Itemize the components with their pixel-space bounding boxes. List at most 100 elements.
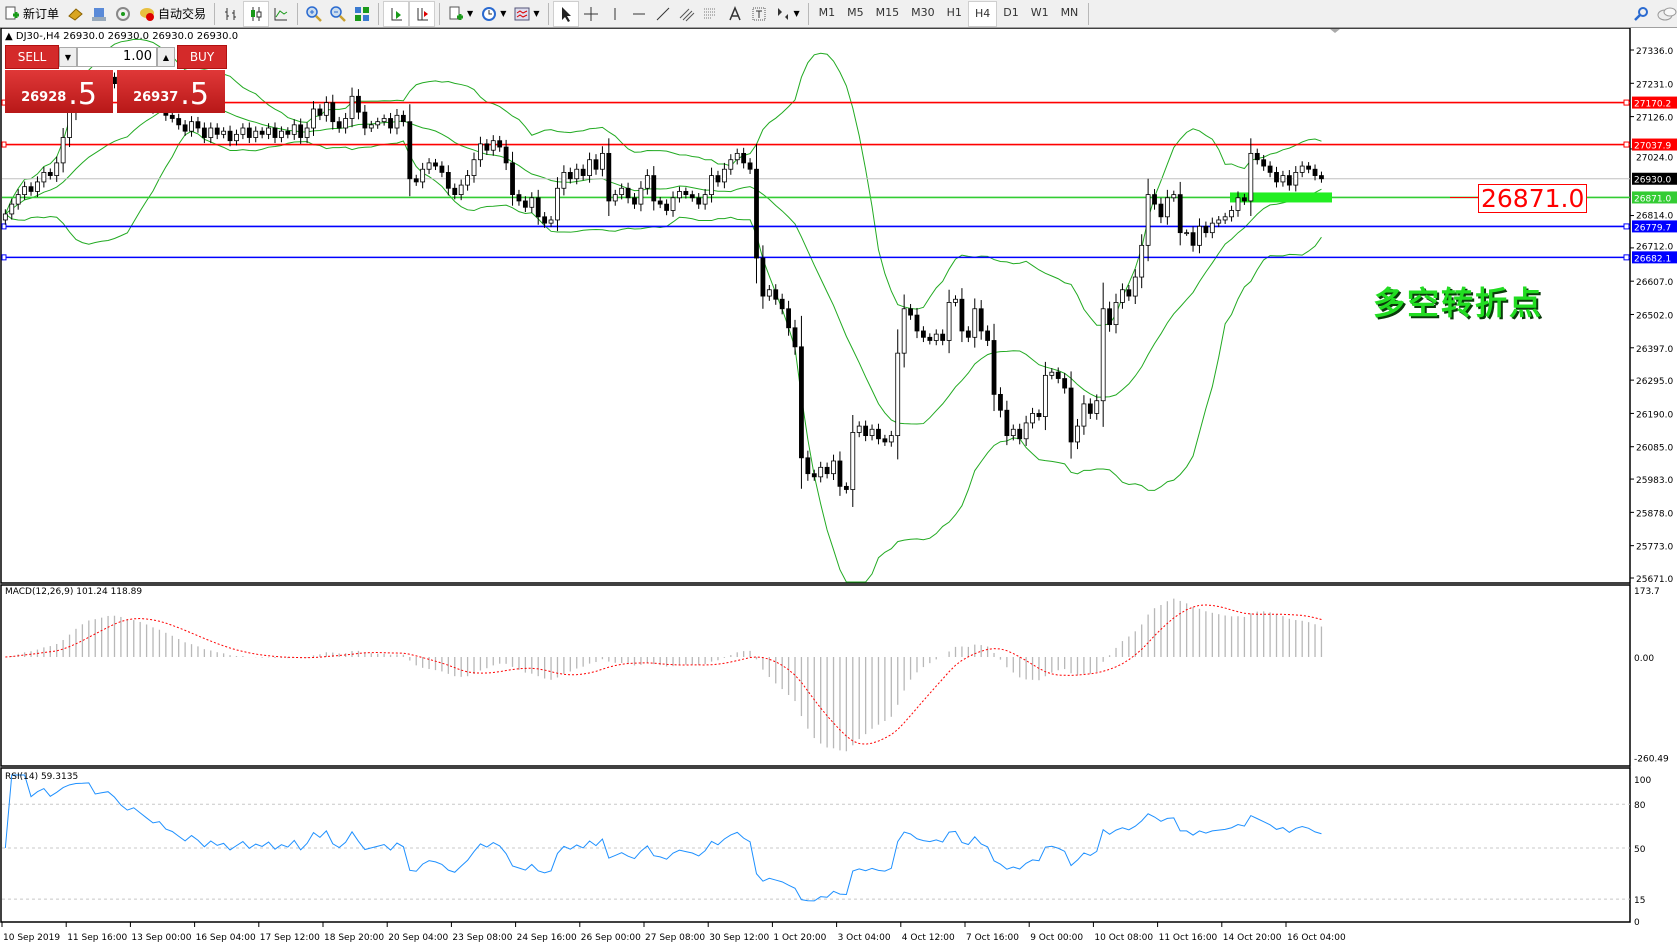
collapse-triangle-icon[interactable]: ▲ <box>5 31 13 42</box>
candle <box>580 164 586 181</box>
timeframe-h1[interactable]: H1 <box>946 6 962 19</box>
candle <box>1062 372 1068 394</box>
candle-body-bear <box>1152 194 1157 205</box>
macd-tick-label: -260.49 <box>1634 754 1669 764</box>
indicators-button[interactable]: ▼ <box>444 2 477 26</box>
zoom-out-button[interactable] <box>326 2 350 26</box>
candle-body-bear <box>227 130 233 142</box>
chevron-down-icon: ▼ <box>500 9 507 18</box>
candle-body-bull <box>291 124 297 135</box>
candle-body-bear <box>664 203 670 211</box>
templates-button[interactable]: ▼ <box>510 2 543 26</box>
candle-body-bull <box>478 143 483 161</box>
signals-button[interactable] <box>111 2 135 26</box>
candle-body-bull <box>619 187 625 196</box>
periods-button[interactable]: ▼ <box>477 2 510 26</box>
bar-chart-button[interactable] <box>219 2 243 26</box>
candle <box>715 170 721 187</box>
arrows-button[interactable]: ▼ <box>771 2 804 26</box>
time-label: 10 Sep 2019 <box>3 933 60 943</box>
vertical-line-button[interactable] <box>603 2 627 26</box>
time-label: 14 Oct 20:00 <box>1223 933 1282 943</box>
candle-body-bear <box>1055 371 1061 379</box>
candle <box>214 123 220 140</box>
search-button[interactable] <box>1629 2 1653 26</box>
lot-size-input[interactable]: 1.00 <box>77 47 157 67</box>
candle <box>670 191 676 217</box>
buy-button[interactable]: BUY <box>177 45 227 69</box>
timeframe-m5[interactable]: M5 <box>847 6 864 19</box>
candle <box>22 181 28 200</box>
reversal-point-annotation[interactable]: 多空转折点 <box>1373 284 1544 322</box>
candle <box>856 421 862 438</box>
candle <box>1055 367 1061 384</box>
candle-body-bull <box>381 118 387 123</box>
candle <box>1100 282 1106 427</box>
candlestick-button[interactable] <box>243 0 270 27</box>
navigator-button[interactable] <box>87 2 111 26</box>
candle-body-bull <box>1280 175 1286 183</box>
lot-decrease-button[interactable]: ▼ <box>59 47 77 67</box>
candle-body-bull <box>2 213 8 221</box>
candle <box>1139 234 1145 289</box>
line-chart-button[interactable] <box>269 2 293 26</box>
arrows-icon <box>775 6 791 22</box>
market-watch-button[interactable] <box>63 2 87 26</box>
fibonacci-button[interactable] <box>699 2 723 26</box>
chart-shift-button[interactable] <box>409 0 436 27</box>
tile-windows-icon <box>354 6 370 22</box>
auto-trading-button[interactable]: 自动交易 <box>135 2 210 26</box>
candle-body-bull <box>709 175 714 196</box>
sell-price-pip: .5 <box>68 77 97 112</box>
sell-button[interactable]: SELL <box>5 45 59 69</box>
price-tick-label: 27126.0 <box>1636 114 1673 124</box>
new-order-button[interactable]: 新订单 <box>0 2 63 26</box>
chat-button[interactable] <box>1653 2 1677 26</box>
timeframe-d1[interactable]: D1 <box>1003 6 1019 19</box>
candle-body-bear <box>246 127 252 138</box>
macd-tick-label: 173.7 <box>1634 587 1660 597</box>
candle <box>368 120 374 132</box>
equidistant-channel-button[interactable] <box>675 2 699 26</box>
price-tick-label: 27231.0 <box>1636 80 1673 90</box>
timeframe-m30[interactable]: M30 <box>911 6 935 19</box>
tile-windows-button[interactable] <box>350 2 374 26</box>
candle-body-bear <box>882 438 888 443</box>
timeframe-w1[interactable]: W1 <box>1030 6 1049 19</box>
text-button[interactable] <box>723 2 747 26</box>
separator <box>807 2 809 25</box>
timeframe-m1[interactable]: M1 <box>818 6 836 19</box>
horizontal-line-button[interactable] <box>627 2 651 26</box>
timeframe-mn[interactable]: MN <box>1060 6 1079 19</box>
price-annotation-box[interactable]: 26871.0 <box>1478 184 1588 213</box>
candle <box>766 284 772 301</box>
auto-trading-icon <box>139 6 155 22</box>
candle <box>567 167 573 184</box>
candle-body-bear <box>799 346 804 459</box>
candle-body-bull <box>1209 222 1215 234</box>
cursor-button[interactable] <box>552 0 579 27</box>
candle <box>279 126 284 143</box>
trendline-button[interactable] <box>651 2 675 26</box>
candle <box>542 212 548 228</box>
text-label-button[interactable] <box>747 2 771 26</box>
candle-body-bear <box>998 393 1003 411</box>
zoom-in-button[interactable] <box>302 2 326 26</box>
sell-price-button[interactable]: 26928 .5 <box>5 70 113 113</box>
crosshair-button[interactable] <box>579 2 603 26</box>
line-anchor <box>1623 254 1630 261</box>
candle-body-bull <box>234 133 239 142</box>
candle-body-bear <box>786 308 791 329</box>
candle <box>683 187 689 199</box>
candle-body-bull <box>266 127 271 135</box>
candle <box>625 182 631 204</box>
auto-scroll-button[interactable] <box>383 0 410 27</box>
timeframe-h4[interactable]: H4 <box>967 0 998 27</box>
lot-increase-button[interactable]: ▲ <box>157 47 175 67</box>
buy-price-button[interactable]: 26937 .5 <box>117 70 225 113</box>
candle <box>1036 409 1042 421</box>
candle-body-bear <box>991 340 997 395</box>
timeframe-m15[interactable]: M15 <box>875 6 900 19</box>
candle-body-bull <box>574 168 580 180</box>
